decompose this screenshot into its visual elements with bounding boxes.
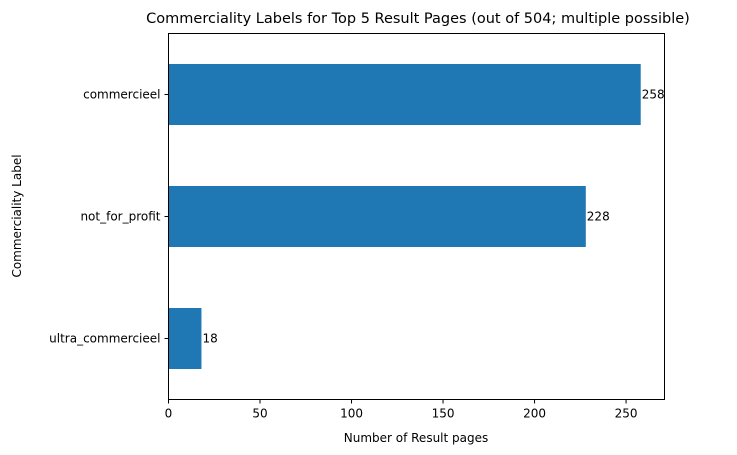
y-tick-label-ultra_commercieel: ultra_commercieel <box>49 332 160 346</box>
y-tick-label-commercieel: commercieel <box>83 88 160 102</box>
x-axis-label: Number of Result pages <box>344 431 489 445</box>
bar-not_for_profit <box>168 186 586 247</box>
data-label-commercieel: 258 <box>642 88 665 102</box>
x-tick-label-150: 150 <box>432 407 455 421</box>
x-tick-label-50: 50 <box>252 407 267 421</box>
x-tick-label-250: 250 <box>615 407 638 421</box>
x-axis-ticks: 0 50 100 150 200 250 <box>165 399 638 421</box>
chart-title: Commerciality Labels for Top 5 Result Pa… <box>146 11 690 27</box>
y-tick-label-not_for_profit: not_for_profit <box>80 210 160 224</box>
y-axis-label: Commerciality Label <box>10 154 24 277</box>
x-tick-label-100: 100 <box>340 407 363 421</box>
data-label-ultra_commercieel: 18 <box>202 332 217 346</box>
x-tick-label-0: 0 <box>165 407 173 421</box>
data-label-not_for_profit: 228 <box>587 210 610 224</box>
bar-group <box>168 64 641 369</box>
data-label-group: 258 228 18 <box>202 88 664 346</box>
x-tick-label-200: 200 <box>523 407 546 421</box>
y-axis-ticks: commercieel not_for_profit ultra_commercie… <box>49 88 169 346</box>
bar-commercieel <box>168 64 641 125</box>
bar-ultra_commercieel <box>168 308 202 369</box>
